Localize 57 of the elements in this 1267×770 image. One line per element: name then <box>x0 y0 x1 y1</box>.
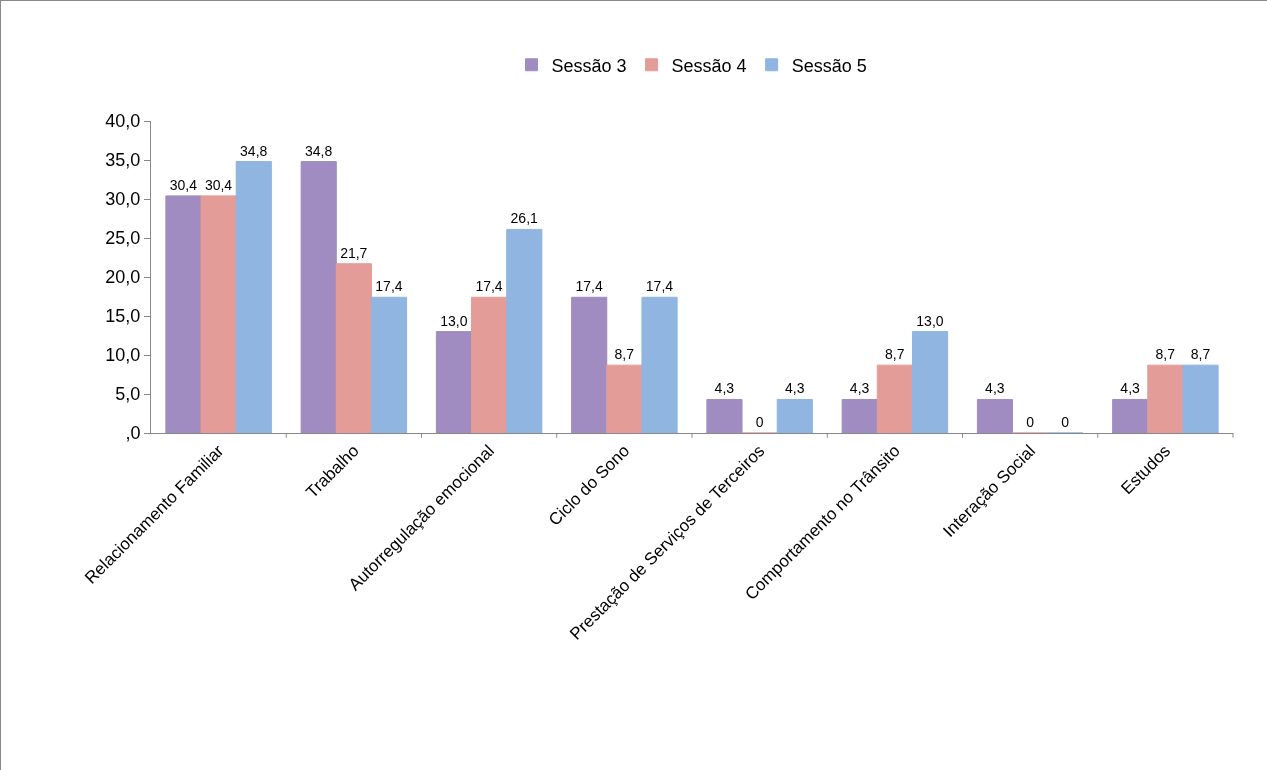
data-label: 4,3 <box>714 380 735 397</box>
y-tick-label: 40,0 <box>105 111 141 132</box>
data-label: 17,4 <box>575 278 603 295</box>
bar <box>841 398 878 433</box>
y-tick-label: 10,0 <box>105 345 141 366</box>
y-tick-label: 15,0 <box>105 306 141 327</box>
data-label: 8,7 <box>1190 346 1211 363</box>
data-label: 30,4 <box>169 176 198 193</box>
data-label: 8,7 <box>1155 346 1176 363</box>
bar <box>641 296 678 433</box>
bar <box>1112 398 1149 433</box>
data-label: 30,4 <box>204 176 233 193</box>
y-tick-label: 5,0 <box>115 384 141 405</box>
data-label: 0 <box>1026 414 1035 430</box>
bar <box>976 398 1014 433</box>
data-label: 4,3 <box>1120 380 1141 397</box>
data-label: 26,1 <box>510 210 539 227</box>
y-tick-label: ,0 <box>125 423 141 444</box>
bar <box>776 398 813 433</box>
legend-label: Sessão 5 <box>791 55 867 76</box>
data-label: 21,7 <box>340 244 368 261</box>
data-label: 34,8 <box>240 142 268 159</box>
bar <box>335 263 372 433</box>
y-tick-label: 25,0 <box>105 228 141 249</box>
bar <box>876 364 913 433</box>
bar <box>370 296 408 433</box>
data-label: 8,7 <box>885 346 905 363</box>
bar <box>435 331 473 433</box>
data-label: 0 <box>755 414 764 430</box>
data-label: 4,3 <box>784 380 805 397</box>
data-label: 4,3 <box>849 380 870 397</box>
data-label: 34,8 <box>304 142 333 159</box>
bar <box>706 398 743 433</box>
y-tick-label: 30,0 <box>105 189 141 210</box>
data-label: 8,7 <box>614 346 635 363</box>
data-label: 17,4 <box>375 278 403 295</box>
bar <box>471 296 508 433</box>
bar <box>200 195 237 433</box>
data-label: 17,4 <box>645 278 674 295</box>
bar <box>300 161 337 433</box>
y-tick-label: 35,0 <box>105 150 141 171</box>
data-label: 0 <box>1061 414 1070 430</box>
bar <box>165 195 202 433</box>
bar <box>235 161 272 433</box>
data-label: 4,3 <box>985 380 1005 397</box>
legend-label: Sessão 4 <box>671 55 747 76</box>
legend-label: Sessão 3 <box>551 55 627 76</box>
bar <box>606 364 643 433</box>
data-label: 17,4 <box>475 278 503 295</box>
bar <box>1182 364 1219 433</box>
y-tick-label: 20,0 <box>105 267 141 288</box>
bar <box>911 331 949 433</box>
data-label: 13,0 <box>916 312 944 329</box>
bar <box>506 228 543 433</box>
data-label: 13,0 <box>440 312 468 329</box>
bar <box>571 296 608 433</box>
bar <box>1147 364 1184 433</box>
